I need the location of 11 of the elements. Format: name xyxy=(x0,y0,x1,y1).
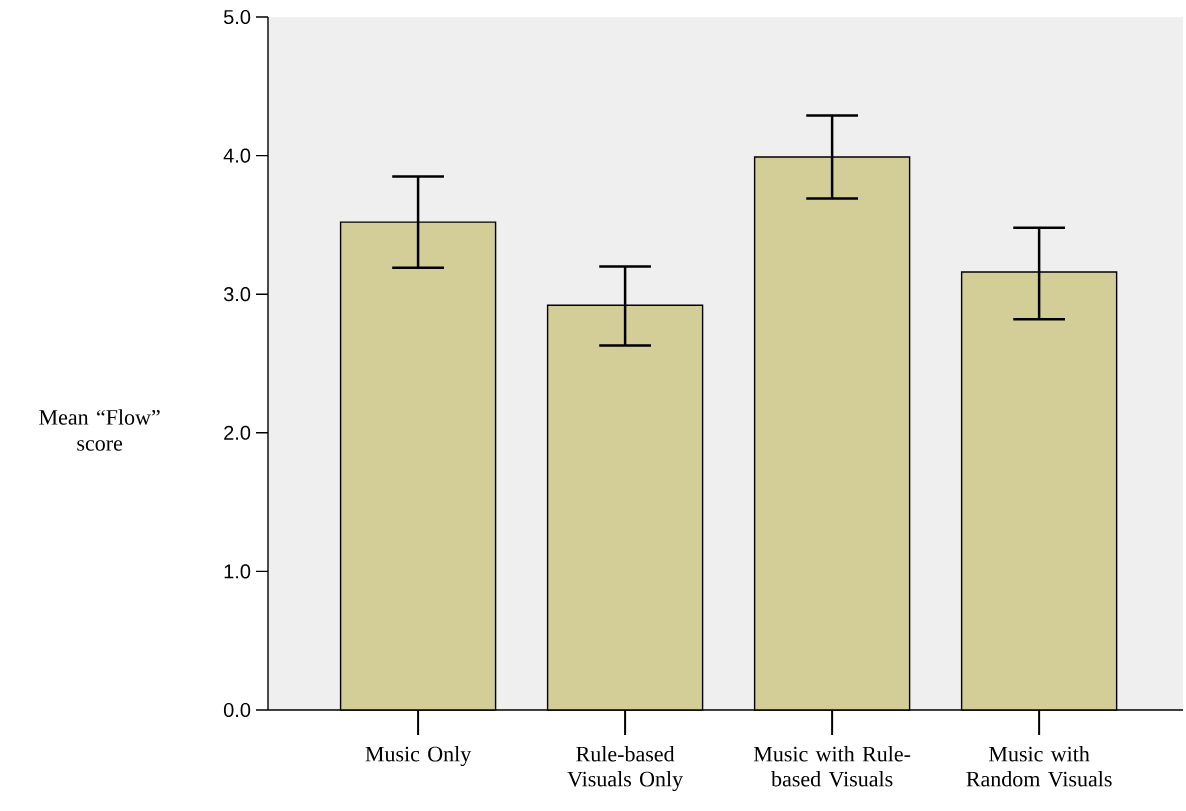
y-tick-label: 2.0 xyxy=(224,425,251,440)
y-tick-label: 1.0 xyxy=(224,564,251,579)
y-tick-label: 3.0 xyxy=(223,287,251,302)
x-tick-label: Music Only xyxy=(365,746,472,767)
y-tick-label: 0.0 xyxy=(223,702,251,718)
x-tick-label: Music with Random Visuals xyxy=(966,746,1112,787)
x-tick-label: Music with Rule-based Visuals xyxy=(753,746,911,787)
y-tick-label: 4.0 xyxy=(223,148,251,163)
x-tick-label: Rule-based Visuals Only xyxy=(567,746,684,792)
y-tick-label: 5.0 xyxy=(223,9,251,25)
y-axis-title: Mean “Flow” score xyxy=(39,409,160,451)
